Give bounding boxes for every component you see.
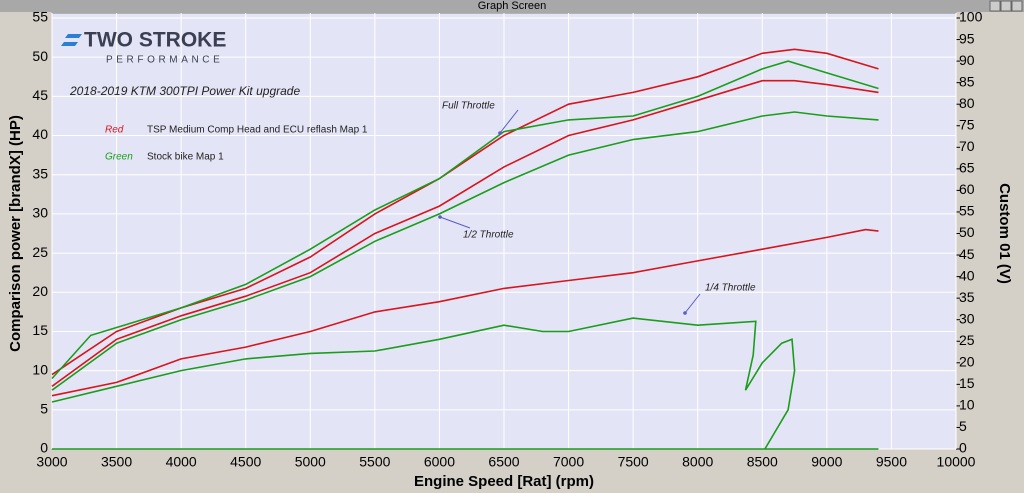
minimize-button[interactable] [989, 0, 1001, 12]
annotation: 1/4 Throttle [705, 283, 756, 294]
series-line [51, 317, 796, 450]
x-tick-label: 5000 [295, 454, 326, 470]
legend-label: Stock bike Map 1 [147, 152, 224, 163]
legend-label: TSP Medium Comp Head and ECU reflash Map… [147, 125, 368, 136]
x-tick-label: 9000 [811, 454, 842, 470]
annotation-arrow [684, 293, 701, 314]
y2-tick-label: 70 [959, 138, 975, 154]
series-line [51, 48, 879, 376]
y2-tick-label: 10 [959, 397, 975, 413]
y-tick-label: 45 [32, 87, 48, 103]
y2-tick-label: 20 [959, 354, 975, 370]
annotation-arrowhead [438, 215, 442, 219]
y-tick-label: 30 [32, 205, 48, 221]
x-tick-label: 7000 [553, 454, 584, 470]
x-tick-label: 7500 [618, 454, 649, 470]
x-tick-label: 3000 [36, 454, 67, 470]
legend-color: Green [105, 152, 133, 163]
y-tick-label: 0 [40, 440, 48, 456]
y2-tick-label: 15 [959, 375, 975, 391]
title-bar [0, 0, 1024, 12]
y-axis-title: Comparison power [brandX] (HP) [7, 115, 24, 352]
x-tick-label: 4500 [230, 454, 261, 470]
y2-tick-label: 100 [959, 9, 983, 25]
y2-tick-label: 50 [959, 224, 975, 240]
y2-tick-label: 45 [959, 246, 975, 262]
series-line [51, 60, 879, 380]
x-tick-label: 4000 [166, 454, 197, 470]
logo-mark [61, 34, 82, 46]
y2-tick-label: 65 [959, 160, 975, 176]
series-line [51, 79, 879, 387]
y2-tick-label: 75 [959, 116, 975, 132]
y-tick-label: 50 [32, 48, 48, 64]
y2-tick-label: 60 [959, 181, 975, 197]
y-tick-label: 40 [32, 126, 48, 142]
y-tick-label: 25 [32, 244, 48, 260]
x-tick-label: 8500 [747, 454, 778, 470]
y2-tick-label: 30 [959, 310, 975, 326]
y2-tick-label: 0 [959, 440, 967, 456]
y-tick-label: 20 [32, 283, 48, 299]
y2-tick-label: 90 [959, 52, 975, 68]
y2-tick-label: 40 [959, 267, 975, 283]
series-line [51, 228, 879, 397]
annotation-arrowhead [498, 131, 502, 135]
y-tick-label: 55 [32, 9, 48, 25]
logo-sub: PERFORMANCE [106, 55, 223, 66]
y2-tick-label: 55 [959, 203, 975, 219]
y-tick-label: 35 [32, 165, 48, 181]
x-tick-label: 5500 [359, 454, 390, 470]
maximize-button[interactable] [1000, 0, 1012, 12]
x-tick-label: 8000 [682, 454, 713, 470]
y-tick-label: 10 [32, 361, 48, 377]
y2-tick-label: 95 [959, 30, 975, 46]
window-title: Graph Screen [478, 0, 546, 12]
y-tick-label: 15 [32, 322, 48, 338]
x-tick-label: 6500 [488, 454, 519, 470]
x-tick-label: 10000 [937, 454, 976, 470]
annotation-arrow [499, 109, 519, 134]
y2-axis-title: Custom 01 (V) [996, 183, 1013, 284]
legend-color: Red [105, 125, 124, 136]
y2-tick-label: 25 [959, 332, 975, 348]
chart-title: 2018-2019 KTM 300TPI Power Kit upgrade [69, 84, 300, 98]
annotation-arrow [439, 216, 471, 229]
y2-tick-label: 80 [959, 95, 975, 111]
x-tick-label: 3500 [101, 454, 132, 470]
y2-tick-label: 5 [959, 418, 967, 434]
series-line [51, 111, 879, 391]
y2-tick-label: 85 [959, 73, 975, 89]
x-tick-label: 9500 [876, 454, 907, 470]
x-tick-label: 6000 [424, 454, 455, 470]
close-button[interactable] [1011, 0, 1023, 12]
logo-main: TWO STROKE [84, 29, 226, 52]
y2-tick-label: 35 [959, 289, 975, 305]
annotation-arrowhead [683, 311, 687, 315]
x-axis-title: Engine Speed [Rat] (rpm) [414, 473, 594, 490]
annotation: 1/2 Throttle [463, 230, 514, 241]
y-tick-label: 5 [40, 401, 48, 417]
annotation: Full Throttle [442, 101, 495, 112]
